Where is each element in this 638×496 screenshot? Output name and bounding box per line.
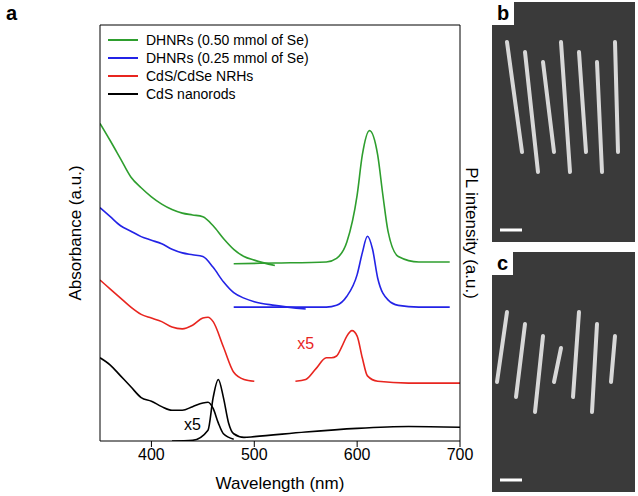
svg-text:x5: x5 bbox=[297, 335, 314, 352]
svg-text:Wavelength (nm): Wavelength (nm) bbox=[216, 474, 345, 493]
html-text:b: b bbox=[497, 2, 510, 24]
svg-text:600: 600 bbox=[344, 446, 371, 463]
html-text:c: c bbox=[497, 252, 509, 274]
svg-text:Absorbance (a.u.): Absorbance (a.u.) bbox=[66, 165, 85, 300]
html-text:a: a bbox=[6, 2, 18, 24]
svg-text:400: 400 bbox=[138, 446, 165, 463]
svg-text:700: 700 bbox=[447, 446, 474, 463]
html-text:DHNRs (0.50 mmol of Se): DHNRs (0.50 mmol of Se) bbox=[146, 32, 309, 48]
html-text:DHNRs (0.25 mmol of Se): DHNRs (0.25 mmol of Se) bbox=[146, 50, 309, 66]
html-text:CdS/CdSe NRHs: CdS/CdSe NRHs bbox=[146, 68, 254, 84]
svg-text:PL intensity (a.u.): PL intensity (a.u.) bbox=[462, 167, 481, 299]
svg-text:500: 500 bbox=[241, 446, 268, 463]
svg-text:x5: x5 bbox=[184, 416, 201, 433]
html-text:CdS nanorods: CdS nanorods bbox=[146, 86, 236, 102]
